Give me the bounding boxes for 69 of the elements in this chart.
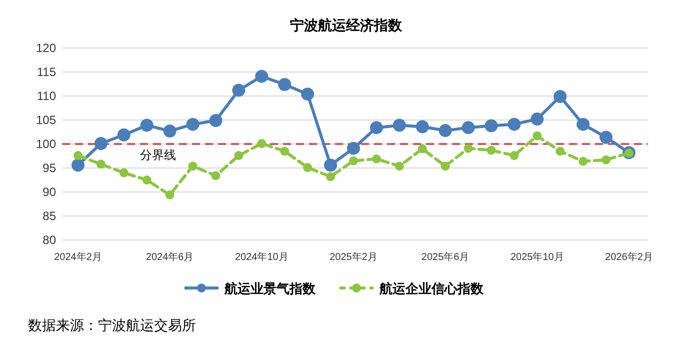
point <box>119 168 128 178</box>
point <box>349 156 358 166</box>
point <box>600 130 613 144</box>
point <box>255 70 268 83</box>
y-tick-label: 100 <box>36 137 56 151</box>
point <box>508 118 521 131</box>
point <box>576 118 590 131</box>
point <box>301 88 314 101</box>
point <box>438 124 452 138</box>
point <box>94 137 108 150</box>
y-tick-label: 80 <box>42 233 56 247</box>
y-tick-label: 120 <box>36 41 56 55</box>
point <box>418 144 427 154</box>
point <box>484 119 498 132</box>
x-tick-label: 2025年6月 <box>421 251 470 263</box>
point <box>324 158 338 172</box>
legend-label: 航运业景气指数 <box>224 281 316 296</box>
point <box>530 112 544 126</box>
y-tick-label: 115 <box>36 65 56 79</box>
point <box>326 172 336 182</box>
source-note: 数据来源：宁波航运交易所 <box>28 317 196 333</box>
y-tick-label: 90 <box>42 185 56 199</box>
point <box>602 155 611 164</box>
point <box>554 90 567 103</box>
point <box>234 151 244 160</box>
y-tick-label: 95 <box>42 161 56 175</box>
point <box>556 146 565 156</box>
point <box>464 144 473 153</box>
point <box>278 78 292 91</box>
chart-title: 宁波航运经济指数 <box>290 17 403 33</box>
point <box>372 154 381 164</box>
x-tick-label: 2024年2月 <box>54 251 102 263</box>
point <box>142 176 152 184</box>
point <box>188 162 198 171</box>
point <box>140 118 154 132</box>
point <box>232 84 246 97</box>
x-tick-label: 2025年10月 <box>510 251 564 263</box>
point <box>394 162 404 171</box>
x-tick-label: 2026年2月 <box>605 251 653 263</box>
point <box>440 162 450 171</box>
point <box>74 151 82 160</box>
point <box>462 121 475 134</box>
point <box>416 120 429 134</box>
point <box>347 142 360 155</box>
ref-line-label: 分界线 <box>140 148 176 162</box>
point <box>72 158 84 172</box>
point <box>186 118 200 131</box>
point <box>510 151 519 160</box>
point <box>96 160 106 169</box>
point <box>578 156 588 166</box>
x-tick-label: 2024年6月 <box>146 251 194 263</box>
point <box>209 114 222 127</box>
legend-label: 航运企业信心指数 <box>378 281 484 296</box>
point <box>486 146 496 155</box>
point <box>280 146 290 156</box>
point <box>257 139 266 148</box>
point <box>303 163 312 172</box>
point <box>163 124 176 138</box>
point <box>392 118 406 132</box>
point <box>165 190 174 200</box>
x-tick-label: 2025年2月 <box>330 251 378 263</box>
y-tick-label: 110 <box>36 89 56 103</box>
point <box>532 131 542 140</box>
y-tick-label: 105 <box>36 113 56 127</box>
y-tick-label: 85 <box>42 209 56 223</box>
point <box>211 171 220 180</box>
x-tick-label: 2024年10月 <box>234 251 288 263</box>
point <box>117 128 130 142</box>
point <box>370 121 383 134</box>
